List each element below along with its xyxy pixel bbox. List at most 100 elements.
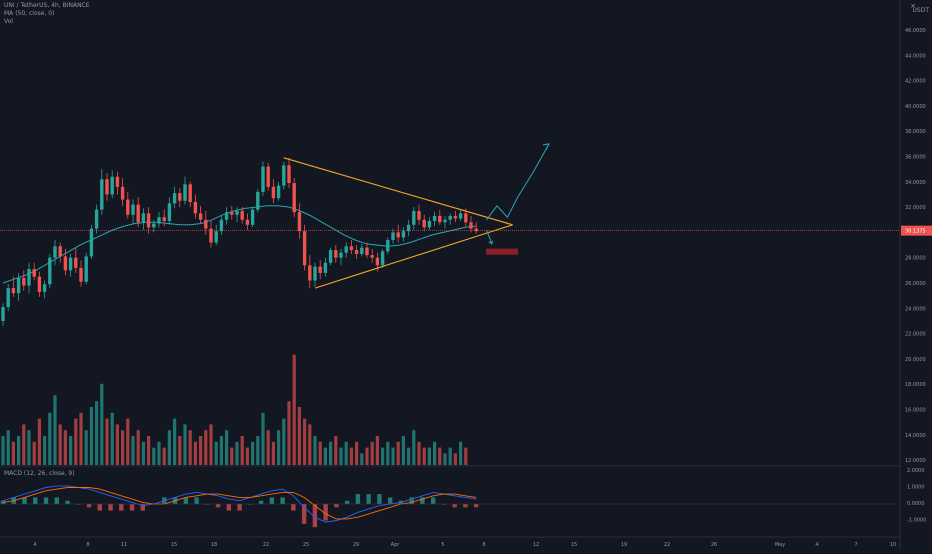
candle-body (287, 165, 291, 184)
ma-legend[interactable]: MA (50, close, 0) (4, 10, 54, 18)
volume-bar (256, 436, 260, 465)
close-icon[interactable]: × (910, 2, 916, 10)
macd-histogram-bar (140, 504, 146, 511)
candle-body (224, 212, 229, 220)
candle-body (313, 266, 317, 281)
volume-bar (27, 430, 31, 465)
candle-body (406, 224, 411, 232)
volume-bar (115, 424, 119, 465)
volume-bar (6, 430, 10, 465)
volume-bar (396, 441, 400, 465)
volume-bar (245, 447, 249, 465)
ma-line (2, 205, 477, 284)
candle-body (276, 185, 281, 199)
vol-legend[interactable]: Vol (4, 18, 13, 26)
candle-body (126, 199, 130, 215)
candle-body (391, 232, 395, 240)
candle-body (323, 262, 328, 273)
volume-bar (84, 430, 88, 465)
volume-bar (225, 430, 229, 465)
macd-histogram-bar (409, 497, 414, 504)
candle-body (469, 222, 473, 229)
volume-bar (375, 436, 379, 465)
volume-bar (188, 430, 192, 465)
macd-histogram-bar (312, 504, 318, 528)
candle-body (438, 215, 442, 223)
candle-body (380, 251, 385, 266)
time-tick-label: 4 (33, 542, 36, 548)
volume-bar (147, 436, 151, 465)
macd-histogram-bar (387, 497, 393, 504)
candle-body (32, 269, 36, 277)
macd-histogram-bar (183, 497, 189, 504)
volume-bar (277, 430, 281, 465)
volume-bar (43, 436, 47, 465)
volume-bar (53, 395, 57, 465)
volume-bar (121, 430, 125, 465)
time-tick-label: 8 (86, 542, 89, 548)
price-tick-label: 36.0000 (905, 155, 926, 161)
volume-bar (427, 447, 431, 465)
volume-bar (48, 412, 52, 465)
price-tick-label: 40.0000 (905, 104, 926, 110)
macd-histogram-bar (76, 504, 81, 505)
candle-body (198, 213, 203, 220)
candle-body (401, 231, 406, 238)
candle-body (453, 215, 458, 219)
macd-histogram-bar (33, 497, 38, 504)
macd-signal-line (2, 487, 477, 520)
candle-body (386, 239, 390, 252)
candle-body (282, 165, 286, 186)
volume-bar (381, 447, 385, 465)
candle-body (328, 250, 333, 263)
candle-body (297, 212, 302, 232)
time-tick-label: 25 (303, 542, 309, 548)
volume-bar (297, 407, 301, 465)
volume-bar (287, 401, 291, 465)
price-tick-label: 16.0000 (905, 408, 926, 414)
candle-body (245, 219, 250, 225)
price-tick-label: 14.0000 (905, 433, 926, 439)
macd-legend[interactable]: MACD (12, 26, close, 9) (4, 470, 75, 478)
price-tick-label: 44.0000 (905, 53, 926, 59)
volume-bar (386, 441, 390, 465)
volume-bar (100, 383, 104, 465)
volume-bar (339, 447, 343, 465)
macd-histogram-bar (334, 504, 339, 508)
macd-histogram-bar (86, 504, 92, 508)
candle-body (79, 267, 83, 282)
time-tick-label: 8 (482, 542, 485, 548)
candle-body (162, 217, 166, 222)
ma-label: MA (50, close, 0) (4, 10, 55, 17)
volume-bar (162, 447, 166, 465)
price-tick-label: 32.0000 (905, 205, 926, 211)
candle-body (261, 166, 265, 192)
volume-bar (407, 447, 411, 465)
candle-body (37, 276, 42, 292)
candle-body (422, 219, 426, 228)
macd-histogram-bar (129, 504, 135, 511)
candle-body (115, 176, 120, 187)
price-tick-label: 38.0000 (905, 129, 926, 135)
volume-bar (323, 447, 327, 465)
candle-body (432, 215, 437, 222)
volume-bar (193, 441, 197, 465)
time-tick-label: 10 (890, 542, 896, 548)
time-tick-label: 5 (441, 542, 444, 548)
price-tick-label: 34.0000 (905, 180, 926, 186)
price-tick-label: 24.0000 (905, 306, 926, 312)
symbol-title[interactable]: UNI / TetherUS, 4h, BINANCE (4, 2, 90, 9)
candle-body (214, 231, 218, 243)
candle-body (131, 204, 135, 215)
price-tick-label: 20.0000 (905, 357, 926, 363)
volume-bar (251, 441, 255, 465)
breakdown-arrow-line (486, 229, 493, 244)
volume-bar (329, 441, 333, 465)
volume-bar (308, 424, 312, 465)
time-tick-label: 7 (854, 542, 857, 548)
candle-body (188, 184, 192, 203)
time-tick-label: 26 (711, 542, 717, 548)
breakdown-arrow-head (488, 240, 494, 245)
